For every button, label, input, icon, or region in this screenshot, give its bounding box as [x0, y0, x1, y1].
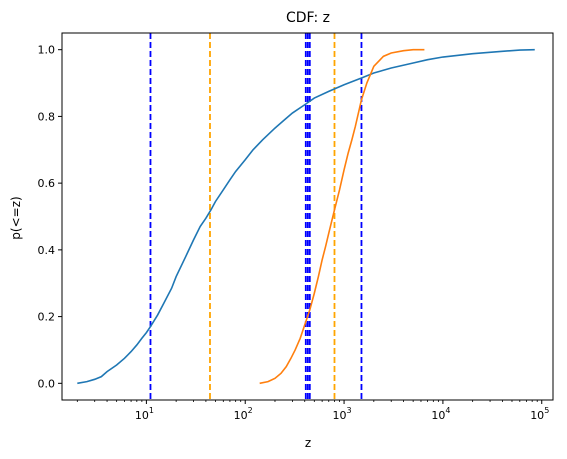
y-axis-label: p(<=z) — [9, 196, 23, 239]
y-tick-label-5: 1.0 — [38, 44, 56, 57]
x-tick-label-2: 103 — [333, 406, 352, 422]
y-tick-label-1: 0.2 — [38, 311, 56, 324]
series-line-1 — [259, 48, 425, 385]
axis-ticks: 101 102 103 104 105 0.0 0.2 0.4 0.6 0.8 1.0 — [38, 44, 550, 422]
plot-area — [77, 33, 535, 400]
y-tick-label-0: 0.0 — [38, 377, 56, 390]
series-line-0 — [77, 48, 535, 385]
x-tick-label-0: 101 — [135, 406, 154, 422]
y-tick-label-2: 0.4 — [38, 244, 56, 257]
x-axis-label: z — [305, 436, 311, 450]
x-tick-label-4: 105 — [530, 406, 549, 422]
chart-title: CDF: z — [286, 10, 330, 26]
y-tick-label-3: 0.6 — [38, 177, 56, 190]
y-tick-label-4: 0.8 — [38, 110, 56, 123]
x-tick-label-1: 102 — [234, 406, 253, 422]
plot-frame — [61, 32, 554, 401]
x-tick-label-3: 104 — [431, 406, 450, 422]
